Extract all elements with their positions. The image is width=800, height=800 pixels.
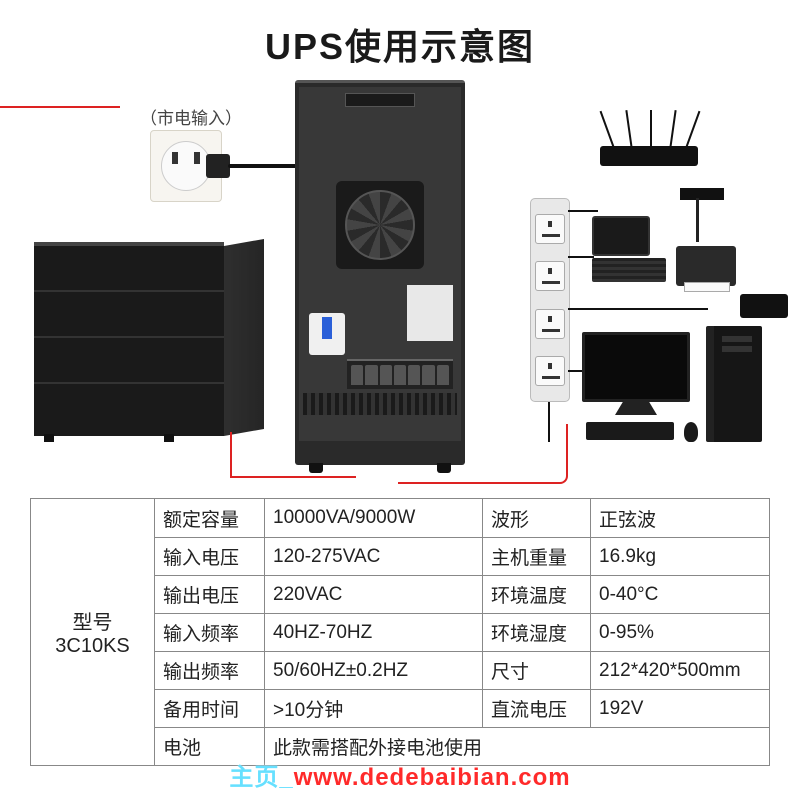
spec-label: 输入频率: [155, 614, 265, 651]
device-cable: [568, 210, 598, 212]
cooling-fan-icon: [336, 181, 424, 269]
input-cable: [228, 164, 298, 168]
socket-icon: [535, 356, 565, 386]
spec-value: 120-275VAC: [265, 538, 483, 575]
model-value: 3C10KS: [55, 635, 130, 658]
spec-value: 正弦波: [591, 499, 769, 537]
spec-value: 212*420*500mm: [591, 652, 769, 689]
spec-value: 10000VA/9000W: [265, 499, 483, 537]
model-cell: 型号 3C10KS: [31, 499, 155, 765]
battery-cabinet: [34, 242, 224, 436]
spec-label: 环境温度: [483, 576, 591, 613]
spec-value: 16.9kg: [591, 538, 769, 575]
customer-display-icon: [680, 188, 724, 200]
spec-table: 型号 3C10KS 额定容量 10000VA/9000W 波形 正弦波 输入电压…: [30, 498, 770, 766]
vent-icon: [303, 393, 457, 415]
router-icon: [600, 146, 698, 166]
spec-value: 0-40°C: [591, 576, 769, 613]
spec-value: 192V: [591, 690, 769, 727]
spec-value: 0-95%: [591, 614, 769, 651]
socket-icon: [535, 309, 565, 339]
page-title: UPS使用示意图: [0, 0, 800, 70]
display-pole: [696, 198, 699, 242]
table-row: 输出电压 220VAC 环境温度 0-40°C: [155, 575, 769, 613]
table-row: 输入频率 40HZ-70HZ 环境湿度 0-95%: [155, 613, 769, 651]
spec-value: 50/60HZ±0.2HZ: [265, 652, 483, 689]
battery-wire: [0, 70, 120, 108]
usage-diagram: （市电输入）: [0, 70, 800, 500]
spec-label: 尺寸: [483, 652, 591, 689]
watermark-prefix: 主页_: [229, 764, 293, 791]
pos-terminal-icon: [592, 216, 666, 282]
strip-cable: [548, 402, 550, 442]
terminal-block: [347, 359, 453, 389]
barcode-scanner-icon: [740, 294, 788, 318]
battery-wire-2: [230, 432, 356, 478]
spec-label: 环境湿度: [483, 614, 591, 651]
receipt-printer-icon: [676, 246, 736, 286]
table-row: 输出频率 50/60HZ±0.2HZ 尺寸 212*420*500mm: [155, 651, 769, 689]
keyboard-icon: [586, 422, 674, 440]
ups-unit: [295, 80, 465, 465]
table-row: 额定容量 10000VA/9000W 波形 正弦波: [155, 499, 769, 537]
monitor-icon: [582, 332, 690, 402]
spec-label: 输出电压: [155, 576, 265, 613]
output-wire: [398, 424, 568, 484]
socket-icon: [535, 214, 565, 244]
spec-label: 主机重量: [483, 538, 591, 575]
spec-label: 直流电压: [483, 690, 591, 727]
plug-icon: [206, 154, 230, 178]
power-strip: [530, 198, 570, 402]
spec-value: 220VAC: [265, 576, 483, 613]
mains-input-label: （市电输入）: [140, 104, 242, 129]
breaker-icon: [309, 313, 345, 355]
rating-label-icon: [407, 285, 453, 341]
comm-port-icon: [345, 93, 415, 107]
device-cable: [568, 308, 708, 310]
table-row: 备用时间 >10分钟 直流电压 192V: [155, 689, 769, 727]
watermark-url: www.dedebaibian.com: [294, 764, 571, 791]
spec-label: 输出频率: [155, 652, 265, 689]
spec-value: >10分钟: [265, 690, 483, 727]
spec-label: 输入电压: [155, 538, 265, 575]
model-label: 型号: [73, 606, 113, 635]
spec-label: 额定容量: [155, 499, 265, 537]
table-row: 输入电压 120-275VAC 主机重量 16.9kg: [155, 537, 769, 575]
spec-label: 备用时间: [155, 690, 265, 727]
socket-icon: [535, 261, 565, 291]
spec-label: 波形: [483, 499, 591, 537]
device-cable: [568, 256, 594, 258]
spec-value: 40HZ-70HZ: [265, 614, 483, 651]
pc-tower-icon: [706, 326, 762, 442]
watermark: 主页_www.dedebaibian.com: [229, 757, 570, 792]
mouse-icon: [684, 422, 698, 442]
